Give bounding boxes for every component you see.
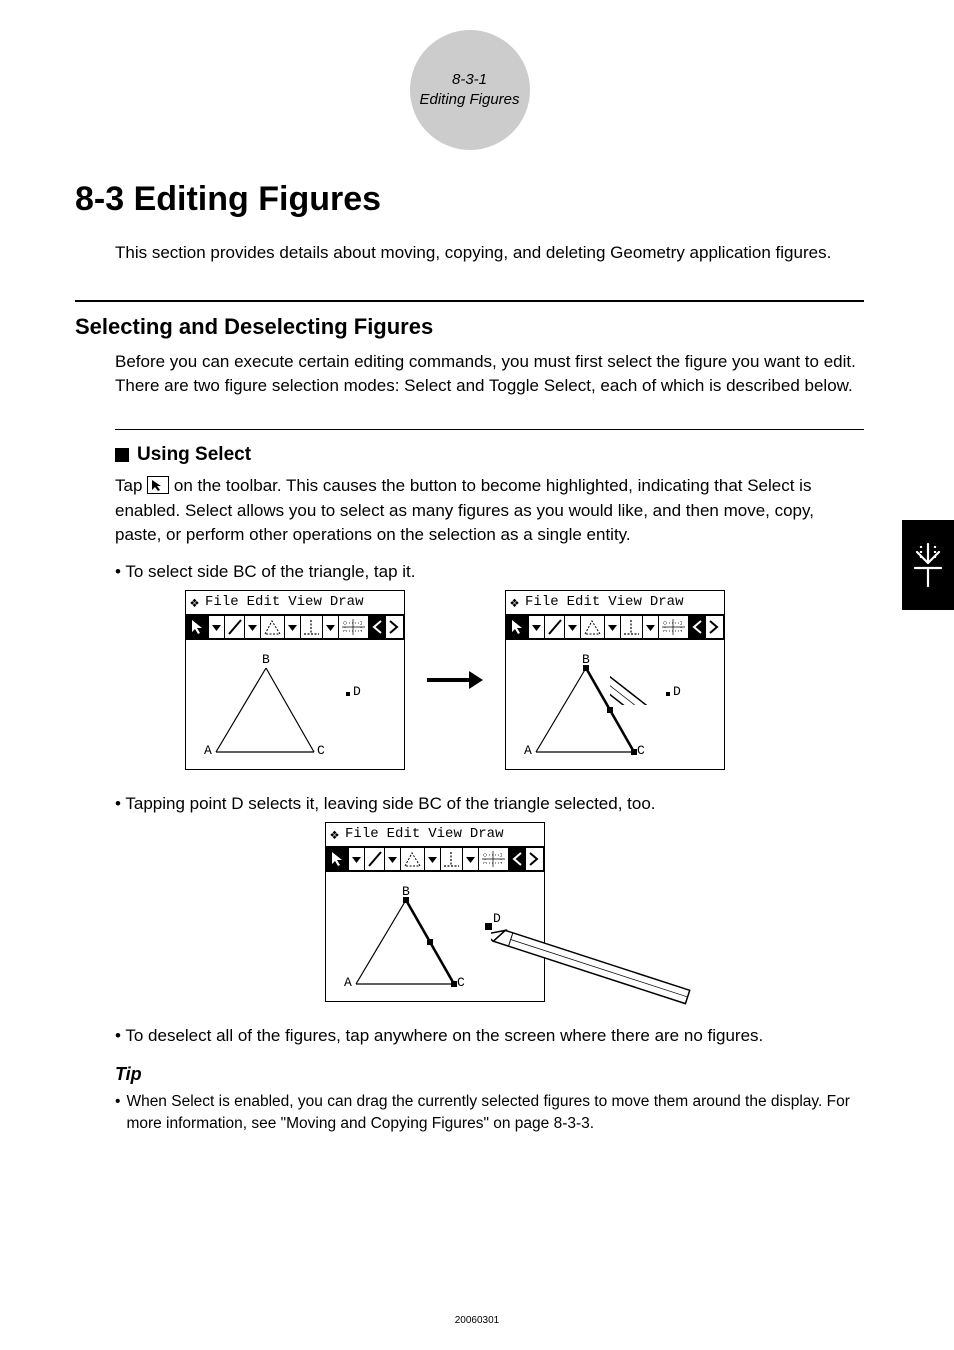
clover-icon: ❖: [330, 825, 339, 844]
menu-draw[interactable]: Draw: [470, 826, 504, 842]
para-before: Tap: [115, 476, 147, 495]
clover-icon: ❖: [510, 593, 519, 612]
subsection-title: Using Select: [137, 444, 251, 466]
figure-row-2: ❖ File Edit View Draw: [325, 822, 864, 1002]
menu-file[interactable]: File: [205, 594, 239, 610]
stylus-icon: [610, 555, 780, 705]
label-a: A: [524, 743, 532, 758]
label-b: B: [402, 884, 410, 899]
bullet-3: • To deselect all of the figures, tap an…: [115, 1026, 864, 1046]
section-intro: Before you can execute certain editing c…: [115, 350, 864, 399]
stylus-icon: [491, 890, 721, 1020]
toolbar: [185, 614, 405, 640]
menubar: ❖ File Edit View Draw: [325, 822, 545, 846]
menu-file[interactable]: File: [345, 826, 379, 842]
menu-draw[interactable]: Draw: [330, 594, 364, 610]
chapter-intro: This section provides details about movi…: [115, 241, 864, 266]
tip-body: • When Select is enabled, you can drag t…: [115, 1091, 864, 1134]
tip-text: When Select is enabled, you can drag the…: [126, 1091, 864, 1134]
toolbar: [325, 846, 545, 872]
square-bullet-icon: [115, 448, 129, 462]
label-d: D: [353, 684, 361, 699]
screenshot-before: ❖ File Edit View Draw: [185, 590, 405, 770]
page-header-badge: 8-3-1 Editing Figures: [410, 30, 530, 150]
page-ref: 8-3-1: [452, 70, 487, 90]
menu-view[interactable]: View: [428, 826, 462, 842]
section-title: Selecting and Deselecting Figures: [75, 314, 864, 340]
chapter-title: 8-3 Editing Figures: [75, 180, 864, 219]
label-b: B: [262, 652, 270, 667]
divider-thick: [75, 300, 864, 302]
arrow-right-icon: [427, 674, 483, 686]
label-a: A: [344, 975, 352, 990]
bullet-2: • Tapping point D selects it, leaving si…: [115, 794, 864, 814]
label-a: A: [204, 743, 212, 758]
menubar: ❖ File Edit View Draw: [185, 590, 405, 614]
side-tab: [902, 520, 954, 610]
menu-edit[interactable]: Edit: [387, 826, 421, 842]
page-title-small: Editing Figures: [419, 90, 519, 110]
menu-edit[interactable]: Edit: [247, 594, 281, 610]
select-tool-icon: [147, 476, 169, 494]
menu-file[interactable]: File: [525, 594, 559, 610]
label-c: C: [317, 743, 325, 758]
tip-heading: Tip: [115, 1064, 864, 1085]
divider-thin: [115, 429, 864, 430]
footer-number: 20060301: [0, 1315, 954, 1326]
canvas-before[interactable]: A B C D: [185, 640, 405, 770]
subsection-paragraph: Tap on the toolbar. This causes the butt…: [115, 474, 864, 548]
para-after: on the toolbar. This causes the button t…: [115, 476, 814, 544]
menu-view[interactable]: View: [288, 594, 322, 610]
label-b: B: [582, 652, 590, 667]
menu-edit[interactable]: Edit: [567, 594, 601, 610]
figure-row-1: ❖ File Edit View Draw: [185, 590, 864, 770]
label-c: C: [457, 975, 465, 990]
tip-bullet: •: [115, 1091, 120, 1134]
label-c: C: [637, 743, 645, 758]
clover-icon: ❖: [190, 593, 199, 612]
